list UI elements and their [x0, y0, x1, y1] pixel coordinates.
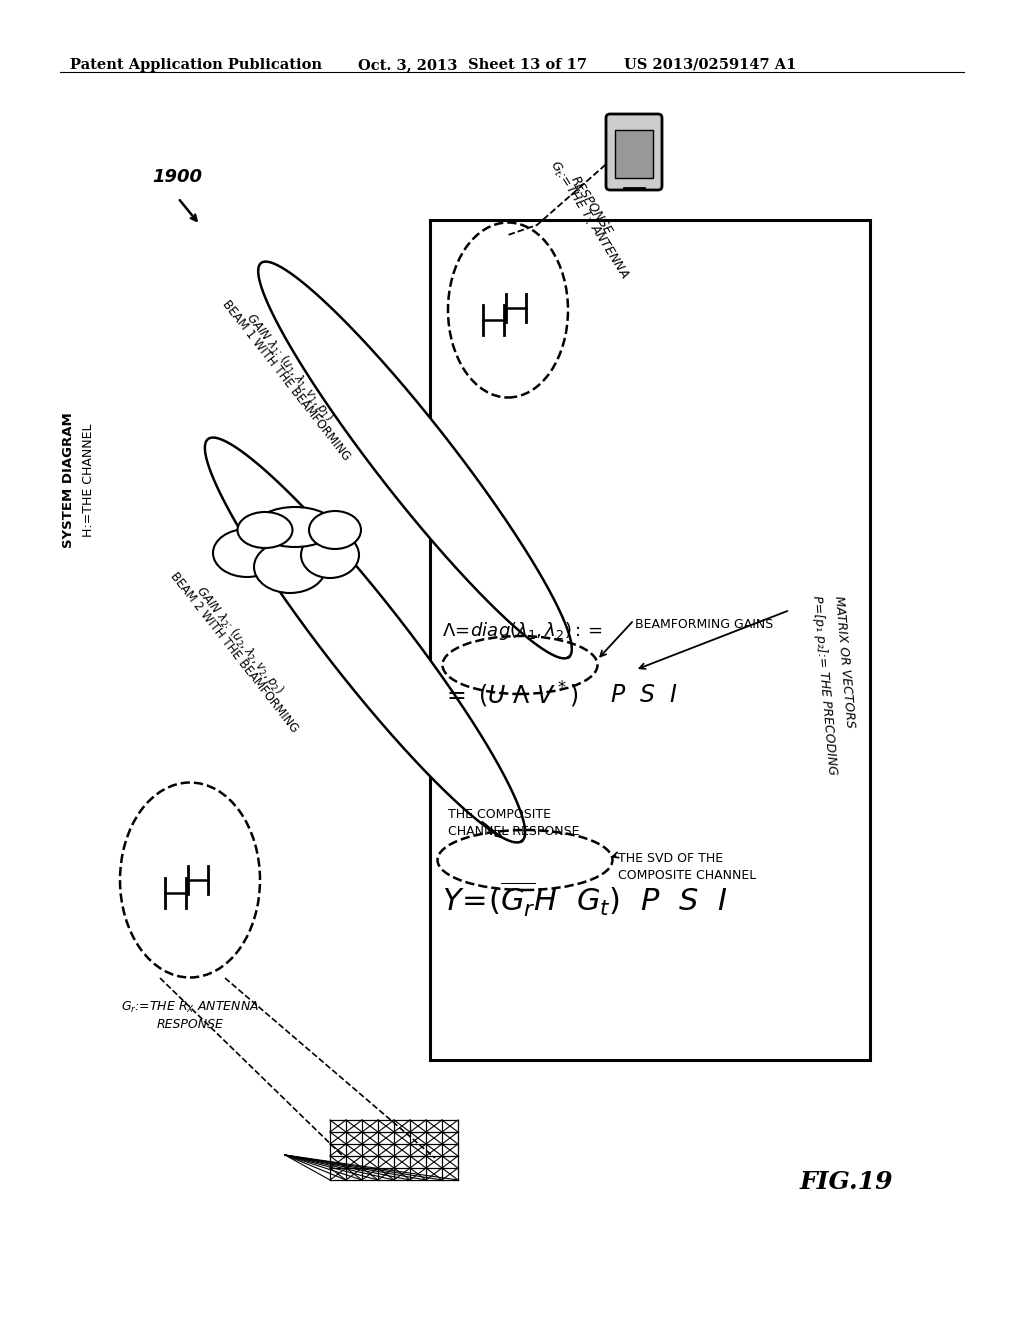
Text: 1900: 1900	[152, 168, 202, 186]
Text: BEAM 2 WITH THE BEAMFORMING: BEAM 2 WITH THE BEAMFORMING	[168, 570, 301, 735]
Text: $=\ (U\ \Lambda\ V^*)$: $=\ (U\ \Lambda\ V^*)$	[442, 680, 579, 710]
Text: BEAMFORMING GAINS: BEAMFORMING GAINS	[635, 618, 773, 631]
Text: $Y\!=\!(\overline{G_r}H\ \ G_t)\ \ P\ \ S\ \ I$: $Y\!=\!(\overline{G_r}H\ \ G_t)\ \ P\ \ …	[442, 880, 728, 919]
Text: SYSTEM DIAGRAM: SYSTEM DIAGRAM	[61, 412, 75, 548]
Ellipse shape	[213, 529, 281, 577]
Ellipse shape	[301, 532, 359, 578]
Text: $G_t$:=THE $T_X$ ANTENNA: $G_t$:=THE $T_X$ ANTENNA	[546, 158, 632, 282]
Text: GAIN $\lambda_1$: $(u_1, \lambda_1, v_1, p_1)$: GAIN $\lambda_1$: $(u_1, \lambda_1, v_1,…	[242, 310, 337, 425]
Text: $\Lambda\!=\!diag(\lambda_1,\lambda_2):=$: $\Lambda\!=\!diag(\lambda_1,\lambda_2):=…	[442, 620, 603, 642]
Bar	[430, 220, 870, 1060]
Text: US 2013/0259147 A1: US 2013/0259147 A1	[624, 58, 797, 73]
Bar	[615, 129, 653, 178]
Text: BEAM 1 WITH THE BEAMFORMING: BEAM 1 WITH THE BEAMFORMING	[220, 298, 353, 463]
Text: Patent Application Publication: Patent Application Publication	[70, 58, 322, 73]
Polygon shape	[258, 261, 571, 659]
Text: Oct. 3, 2013: Oct. 3, 2013	[358, 58, 458, 73]
Ellipse shape	[254, 541, 326, 593]
Text: P=[p₁ p₂]:= THE PRECODING: P=[p₁ p₂]:= THE PRECODING	[810, 595, 839, 776]
Text: $G_r$:=THE $R_X$ ANTENNA: $G_r$:=THE $R_X$ ANTENNA	[121, 1001, 259, 1015]
Text: Sheet 13 of 17: Sheet 13 of 17	[468, 58, 587, 73]
Text: RESPONSE: RESPONSE	[157, 1018, 223, 1031]
Ellipse shape	[238, 512, 293, 548]
Text: H:=THE CHANNEL: H:=THE CHANNEL	[82, 424, 94, 537]
Ellipse shape	[120, 783, 260, 978]
Text: GAIN $\lambda_2$: $(u_2, \lambda_2, v_2, p_2)$: GAIN $\lambda_2$: $(u_2, \lambda_2, v_2,…	[193, 583, 287, 698]
Text: $P\ \ S\ \ I$: $P\ \ S\ \ I$	[610, 682, 678, 708]
Text: FIG.19: FIG.19	[800, 1170, 894, 1195]
Text: THE SVD OF THE
COMPOSITE CHANNEL: THE SVD OF THE COMPOSITE CHANNEL	[618, 851, 757, 882]
Text: THE COMPOSITE
CHANNEL RESPONSE: THE COMPOSITE CHANNEL RESPONSE	[449, 808, 580, 838]
Ellipse shape	[309, 511, 361, 549]
Polygon shape	[205, 437, 525, 842]
Text: RESPONSE: RESPONSE	[568, 174, 614, 238]
FancyBboxPatch shape	[606, 114, 662, 190]
Ellipse shape	[255, 507, 335, 546]
Ellipse shape	[449, 223, 568, 397]
Text: MATRIX OR VECTORS: MATRIX OR VECTORS	[831, 595, 856, 729]
